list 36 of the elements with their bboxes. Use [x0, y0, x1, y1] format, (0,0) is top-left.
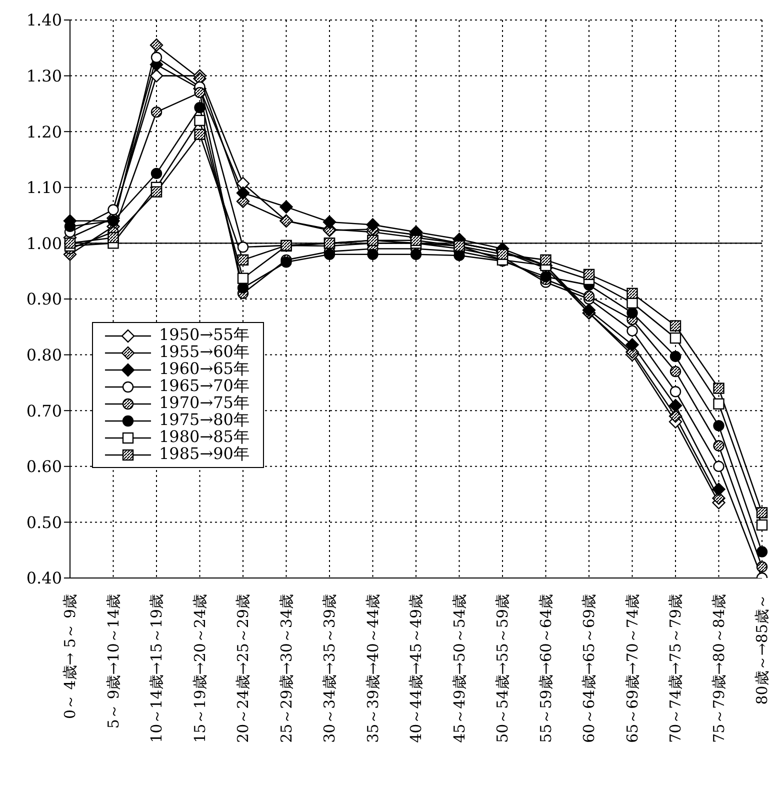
- x-tick-label: 35～39歳→40～44歳: [364, 594, 382, 743]
- y-tick-label: 0.50: [26, 512, 62, 532]
- y-tick-label: 0.60: [26, 457, 62, 476]
- y-tick-label: 1.30: [26, 66, 62, 86]
- legend-label: 1950→55年: [159, 325, 250, 344]
- legend-label: 1955→60年: [159, 342, 250, 361]
- x-tick-label: 50～54歳→55～59歳: [494, 594, 512, 743]
- x-tick-label: 40～44歳→45～49歳: [407, 594, 425, 743]
- y-tick-label: 1.20: [26, 122, 62, 142]
- y-tick-label: 0.70: [26, 401, 62, 420]
- x-tick-label: 80歳～→85歳～: [753, 594, 770, 705]
- x-tick-label: 5～ 9歳→10～14歳: [104, 594, 122, 729]
- legend-label: 1970→75年: [159, 393, 250, 412]
- x-tick-label: 30～34歳→35～39歳: [320, 594, 338, 743]
- y-tick-label: 1.40: [26, 10, 62, 30]
- x-tick-label: 45～49歳→50～54歳: [450, 594, 468, 743]
- x-tick-label: 60～64歳→65～69歳: [580, 594, 598, 743]
- x-tick-label: 65～69歳→70～74歳: [623, 594, 642, 743]
- legend-label: 1960→65年: [159, 359, 250, 378]
- legend-label: 1975→80年: [159, 410, 250, 429]
- y-tick-label: 1.00: [26, 234, 62, 253]
- x-tick-label: 20～24歳→25～29歳: [234, 594, 252, 743]
- legend-label: 1980→85年: [159, 427, 250, 446]
- x-tick-label: 55～59歳→60～64歳: [536, 594, 555, 743]
- y-tick-label: 0.90: [26, 290, 62, 309]
- y-tick-label: 0.40: [26, 568, 62, 588]
- y-tick-label: 0.80: [26, 345, 62, 364]
- x-tick-label: 25～29歳→30～34歳: [277, 594, 296, 743]
- x-tick-label: 15～19歳→20～24歳: [190, 594, 209, 743]
- x-tick-label: 0～ 4歳→ 5～ 9歳: [61, 594, 79, 720]
- x-tick-label: 70～74歳→75～79歳: [666, 594, 684, 743]
- y-tick-label: 1.10: [26, 178, 62, 198]
- x-tick-label: 10～14歳→15～19歳: [148, 594, 166, 743]
- x-tick-label: 75～79歳→80～84歳: [710, 594, 728, 743]
- legend-label: 1985→90年: [159, 444, 250, 465]
- legend-label: 1965→70年: [159, 376, 250, 395]
